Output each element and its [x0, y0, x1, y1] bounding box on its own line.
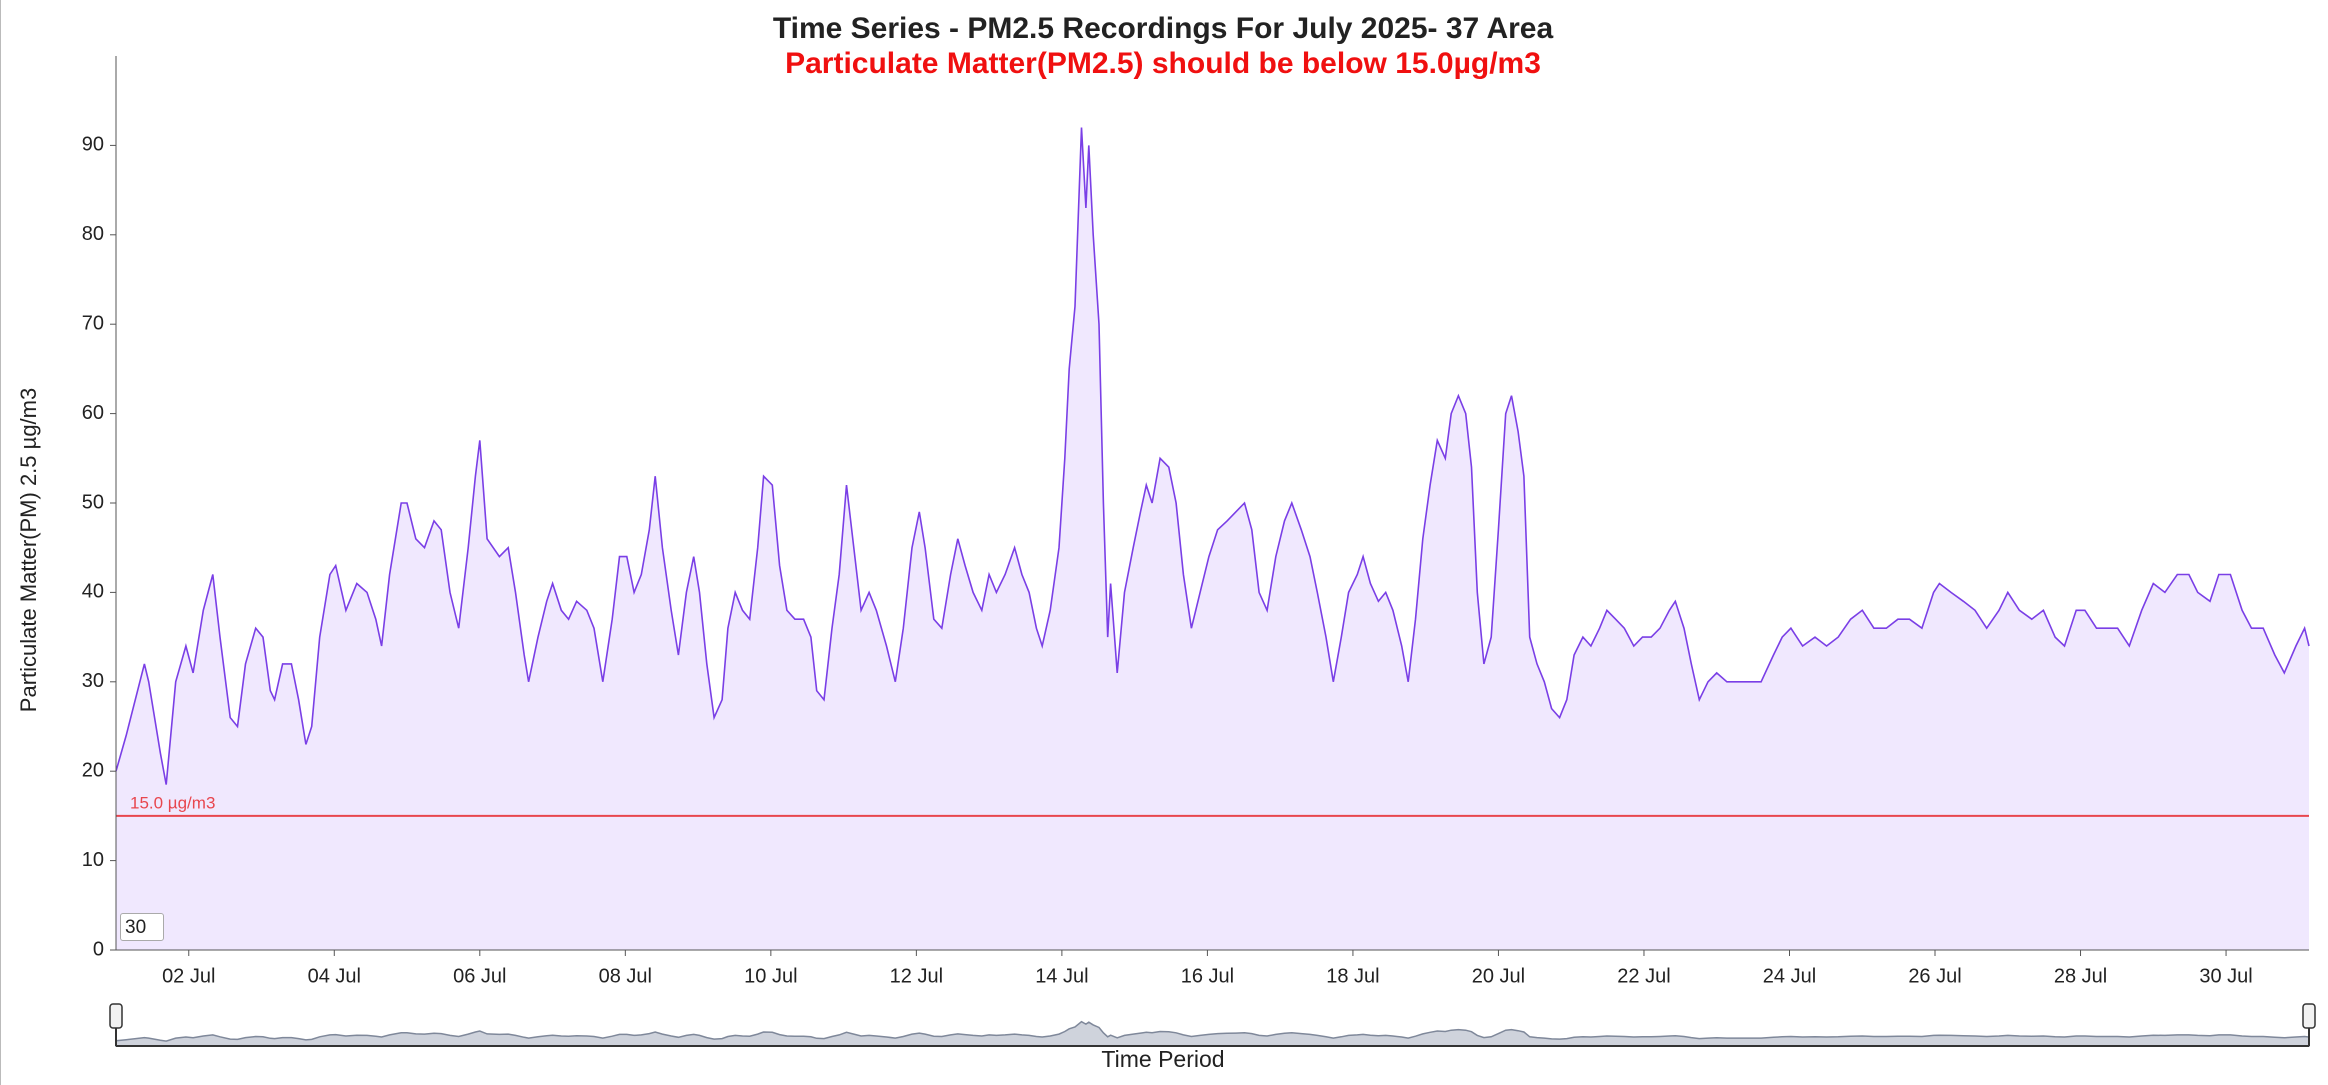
x-tick-label: 16 Jul — [1181, 965, 1234, 987]
range-input[interactable]: 30 — [120, 913, 164, 941]
x-tick-label: 24 Jul — [1763, 965, 1816, 987]
x-axis-label: Time Period — [1101, 1046, 1224, 1072]
line — [115, 127, 2310, 785]
y-axis-label: Particulate Matter(PM) 2.5 µg/m3 — [16, 388, 41, 712]
chart-subtitle: Particulate Matter(PM2.5) should be belo… — [785, 47, 1541, 80]
y-tick-label: 50 — [82, 491, 104, 513]
x-tick-label: 22 Jul — [1617, 965, 1670, 987]
y-tick-label: 30 — [82, 670, 104, 692]
y-tick-label: 20 — [82, 759, 104, 781]
y-tick-label: 70 — [82, 312, 104, 334]
y-tick-label: 90 — [82, 134, 104, 156]
navigator-area — [115, 1020, 2310, 1047]
x-tick-label: 08 Jul — [599, 965, 652, 987]
x-tick-label: 06 Jul — [453, 965, 506, 987]
x-tick-label: 10 Jul — [744, 965, 797, 987]
x-tick-label: 02 Jul — [162, 965, 215, 987]
y-tick-label: 60 — [82, 402, 104, 424]
chart-title: Time Series - PM2.5 Recordings For July … — [773, 12, 1554, 45]
y-tick-label: 80 — [82, 223, 104, 245]
y-tick-label: 0 — [93, 938, 104, 960]
x-tick-label: 18 Jul — [1326, 965, 1379, 987]
x-tick-label: 26 Jul — [1908, 965, 1961, 987]
x-tick-label: 28 Jul — [2054, 965, 2107, 987]
area-fill — [116, 127, 2309, 950]
x-tick-label: 14 Jul — [1035, 965, 1088, 987]
y-tick-label: 10 — [82, 849, 104, 871]
x-tick-label: 30 Jul — [2199, 965, 2252, 987]
x-tick-label: 12 Jul — [890, 965, 943, 987]
y-tick-label: 40 — [82, 581, 104, 603]
threshold-label: 15.0 µg/m3 — [130, 793, 215, 812]
navigator-handle[interactable] — [109, 1003, 123, 1029]
x-tick-label: 20 Jul — [1472, 965, 1525, 987]
x-tick-label: 04 Jul — [308, 965, 361, 987]
navigator-handle[interactable] — [2302, 1003, 2316, 1029]
